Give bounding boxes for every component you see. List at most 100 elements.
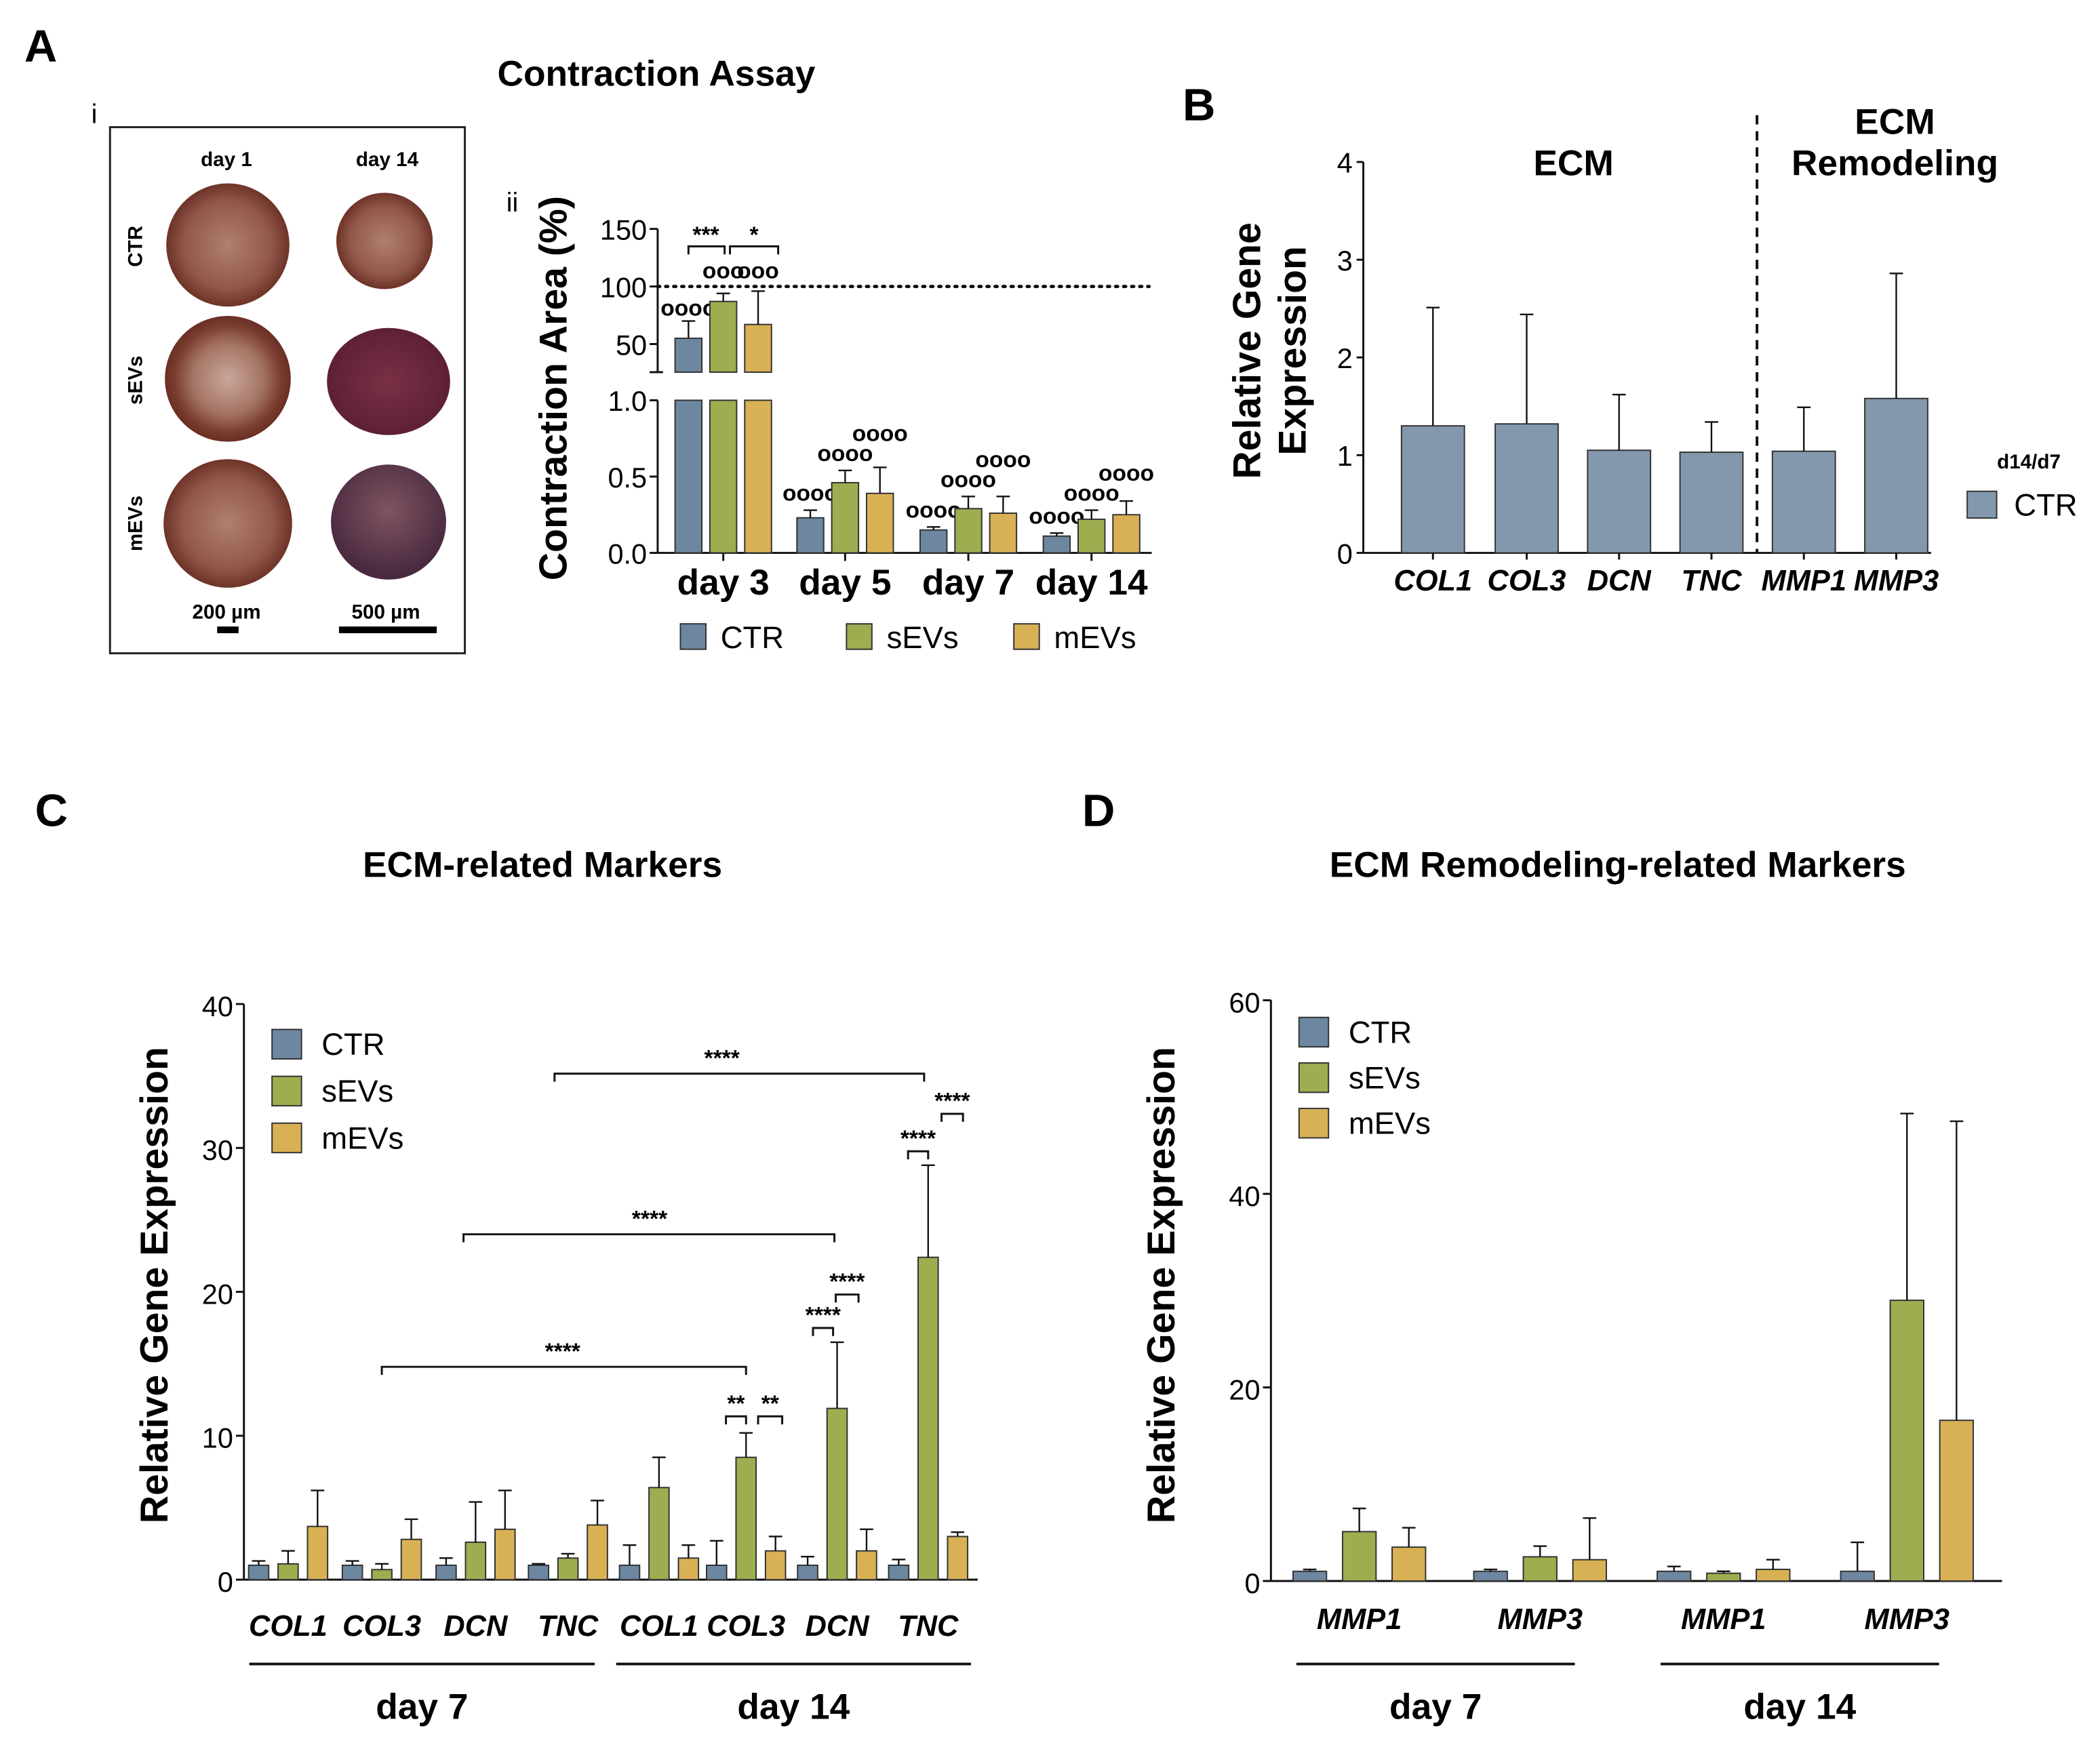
x-tick-label: DCN (1587, 565, 1652, 597)
bar-CTR-TNC-day7 (528, 1564, 549, 1581)
legend-label: sEVs (1349, 1060, 1421, 1095)
significance-label: **** (829, 1270, 865, 1295)
significance-marker: ooo (702, 259, 745, 284)
legend-label: sEVs (321, 1074, 393, 1108)
scale-bar-label-200: 200 µm (193, 601, 261, 623)
x-tick-label: COL3 (707, 1610, 785, 1643)
chart-title: ECM-related Markers (363, 845, 722, 885)
significance-bracket (940, 1112, 964, 1122)
x-tick-label: MMP3 (1497, 1603, 1583, 1636)
bar-mEVs-day7 (989, 513, 1018, 554)
x-tick-label: day 3 (677, 563, 770, 603)
legend-swatch-sEVs (846, 623, 873, 650)
bar-CTR-day3 (674, 338, 703, 373)
bar-sEVs-MMP1-day14 (1706, 1572, 1741, 1582)
spheroid-mevs-day1 (163, 459, 292, 588)
y-axis-label: Relative Gene Expression (1140, 1047, 1183, 1523)
significance-label: **** (806, 1303, 841, 1328)
significance-marker: oooo (782, 481, 838, 506)
y-tick-label: 60 (1229, 986, 1260, 1018)
bar-mEVs-MMP1-day7 (1391, 1546, 1427, 1582)
panel-letter-d: D (1082, 785, 1115, 836)
significance-marker: oooo (852, 422, 908, 447)
bar-CTR-DCN-day7 (435, 1564, 457, 1581)
significance-label: **** (934, 1089, 970, 1114)
significance-marker: oooo (1029, 504, 1084, 529)
chart-title: ECM Remodeling-related Markers (1330, 845, 1906, 885)
significance-bracket (729, 245, 780, 255)
y-tick-label: 0 (218, 1566, 233, 1598)
significance-marker: oooo (1064, 481, 1120, 506)
y-tick-label: 0.0 (608, 538, 647, 569)
bar-MMP3 (1864, 397, 1928, 554)
spheroid-sevs-day1 (165, 316, 291, 442)
legend-swatch-mEVs (271, 1122, 302, 1154)
group-label: day 14 (737, 1687, 850, 1727)
significance-bracket (835, 1293, 860, 1303)
bar-CTR-MMP3-day7 (1473, 1570, 1508, 1582)
y-tick-label: 20 (1229, 1373, 1260, 1405)
y-tick-label: 30 (202, 1134, 233, 1166)
significance-line (462, 1233, 836, 1243)
bar-mEVs-DCN-day14 (856, 1550, 877, 1581)
y-tick-label: 40 (202, 990, 233, 1022)
x-tick-label: DCN (443, 1610, 509, 1643)
y-tick-label: 4 (1337, 147, 1353, 179)
y-tick-label: 150 (600, 214, 647, 245)
x-tick-label: MMP3 (1865, 1603, 1950, 1636)
x-tick-label: MMP1 (1681, 1603, 1766, 1636)
bar-sEVs-TNC-day7 (557, 1557, 579, 1581)
x-tick-label: TNC (898, 1610, 959, 1643)
row-label-sevs: sEVs (125, 356, 147, 405)
spheroid-mevs-day14 (331, 464, 446, 580)
d14-d7-ratio-chart: 0 1 2 3 4 Relative Gene Expression COL1 COL3 DCN T… (1226, 102, 2078, 597)
row-label-ctr: CTR (125, 226, 147, 267)
significance-marker: oooo (906, 498, 962, 523)
y-tick-label: 1 (1337, 440, 1353, 472)
subpanel-i-label: i (92, 100, 98, 129)
y-tick-label: 0 (1337, 538, 1353, 569)
y-tick-label: 3 (1337, 245, 1353, 277)
column-label-day1: day 1 (201, 148, 252, 171)
bar-CTR-TNC-day14 (888, 1564, 910, 1581)
spheroid-ctr-day14 (336, 193, 433, 289)
bar-CTR-MMP3-day14 (1840, 1570, 1875, 1582)
bar-sEVs-day7 (954, 508, 983, 554)
legend-label: CTR (2014, 487, 2077, 522)
panel-a-title: Contraction Assay (497, 54, 815, 94)
significance-line (553, 1072, 926, 1082)
significance-bracket (757, 1415, 784, 1425)
y-tick-label: 40 (1229, 1180, 1260, 1212)
y-tick-label: 2 (1337, 342, 1353, 374)
significance-bracket (812, 1327, 835, 1336)
x-tick-label: MMP3 (1854, 565, 1939, 597)
y-tick-label: 0.5 (608, 462, 647, 494)
significance-marker: oooo (975, 447, 1031, 473)
bar-CTR-COL1-day7 (247, 1564, 270, 1581)
legend-swatch-mEVs (1013, 623, 1040, 650)
bar-sEVs-MMP1-day7 (1341, 1531, 1377, 1582)
significance-label: **** (545, 1339, 581, 1364)
significance-label: **** (705, 1046, 740, 1071)
y-tick-label: 50 (616, 329, 647, 361)
significance-marker: oooo (660, 296, 716, 321)
legend-swatch-sEVs (271, 1075, 302, 1107)
x-tick-label: COL3 (1488, 565, 1566, 597)
bar-mEVs-COL1-day7 (306, 1525, 329, 1581)
legend-title: d14/d7 (1997, 451, 2061, 473)
column-label-day14: day 14 (356, 148, 419, 171)
x-tick-label: TNC (1681, 565, 1742, 597)
row-label-mevs: mEVs (125, 496, 147, 551)
bar-sEVs-day5 (831, 482, 860, 554)
scale-bar-200 (217, 626, 239, 634)
bar-sEVs-COL3-day7 (371, 1569, 393, 1581)
significance-bracket (687, 245, 726, 255)
y-tick-label: 20 (202, 1278, 233, 1310)
bar-mEVs-day5 (865, 492, 894, 554)
significance-marker: oooo (817, 441, 873, 466)
bar-mEVs-MMP1-day14 (1756, 1569, 1791, 1582)
section-label-ecm-remodeling: ECM (1855, 102, 1935, 142)
bar-sEVs-COL1-day14 (648, 1487, 670, 1581)
ecm-remodeling-markers-chart: ECM Remodeling-related Markers 0 20 40 60 Rel… (1140, 845, 2002, 1727)
